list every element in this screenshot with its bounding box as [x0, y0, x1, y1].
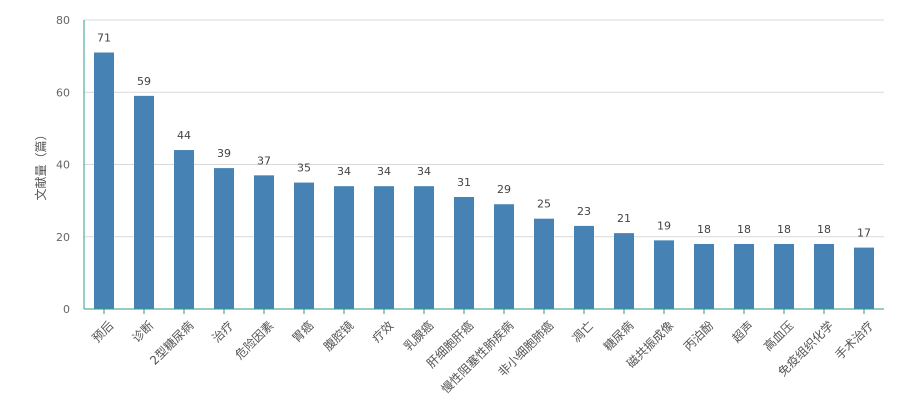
bar [814, 243, 834, 309]
x-tick-label: 乳腺癌 [400, 318, 436, 354]
bar [574, 225, 594, 309]
bar [134, 95, 154, 309]
y-axis-label: 文献量（篇） [33, 128, 48, 200]
data-label: 59 [137, 75, 151, 88]
x-tick-label: 预后 [89, 318, 116, 345]
x-tick-label: 凋亡 [569, 318, 596, 345]
y-tick-label: 60 [56, 86, 70, 99]
bar [694, 243, 714, 309]
data-label: 25 [537, 198, 551, 211]
data-label: 18 [737, 223, 751, 236]
bar [94, 52, 114, 309]
data-label: 18 [777, 223, 791, 236]
x-tick-label: 诊断 [129, 318, 157, 346]
y-tick-label: 0 [63, 303, 70, 316]
data-label: 71 [97, 32, 111, 45]
bar [454, 197, 474, 309]
bar [214, 168, 234, 309]
data-label: 18 [817, 223, 831, 236]
x-tick-label: 手术治疗 [832, 318, 876, 362]
x-tick-label: 胃癌 [289, 318, 317, 346]
x-tick-label: 治疗 [209, 318, 236, 345]
y-tick-label: 40 [56, 159, 70, 172]
y-tick-label: 20 [56, 231, 70, 244]
data-label: 29 [497, 183, 511, 196]
bar [174, 150, 194, 309]
x-tick-label: 2型糖尿病 [146, 318, 196, 368]
data-label: 18 [697, 223, 711, 236]
x-tick-label: 慢性阻塞性肺疾病 [438, 318, 516, 396]
bar [494, 204, 514, 309]
bar [854, 247, 874, 309]
bar [734, 243, 754, 309]
bar [254, 175, 274, 309]
bar [614, 233, 634, 309]
data-label: 31 [457, 176, 471, 189]
x-tick-label: 危险因素 [232, 318, 277, 363]
data-label: 17 [857, 227, 871, 240]
bar [374, 186, 394, 309]
data-labels: 71 59 44 39 37 35 34 34 34 31 29 25 23 21 19 18 18 18 18 17 [97, 32, 871, 240]
y-axis-ticks: 0 20 40 60 80 [56, 14, 70, 316]
data-label: 37 [257, 154, 271, 167]
bar [774, 243, 794, 309]
y-tick-label: 80 [56, 14, 70, 27]
x-tick-label: 糖尿病 [600, 318, 636, 354]
gridlines [84, 19, 884, 238]
data-label: 35 [297, 162, 311, 175]
data-label: 34 [417, 165, 431, 178]
x-tick-label: 超声 [729, 318, 757, 346]
bar [334, 186, 354, 309]
bars [94, 52, 874, 309]
x-tick-label: 高血压 [760, 318, 796, 354]
x-tick-label: 腹腔镜 [320, 318, 356, 354]
data-label: 19 [657, 219, 671, 232]
bar [654, 240, 674, 309]
data-label: 39 [217, 147, 231, 160]
data-label: 44 [177, 129, 191, 142]
x-tick-label: 丙泊酚 [681, 318, 716, 353]
data-label: 23 [577, 205, 591, 218]
data-label: 34 [337, 165, 351, 178]
bar [534, 218, 554, 309]
bar [294, 182, 314, 309]
x-tick-label: 疗效 [369, 318, 397, 346]
bar [414, 186, 434, 309]
data-label: 21 [617, 212, 631, 225]
data-label: 34 [377, 165, 391, 178]
